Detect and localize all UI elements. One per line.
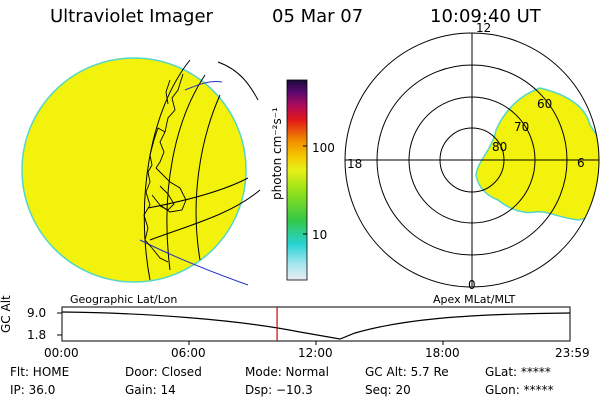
colorbar-tick-10: 10	[312, 228, 328, 242]
mlt-label-6: 6	[577, 156, 585, 170]
status-door: Door: Closed	[125, 365, 202, 379]
time-tick-1800: 18:00	[425, 346, 460, 360]
status-ip: IP: 36.0	[10, 383, 56, 397]
altitude-timeline	[57, 306, 571, 345]
instrument-title: Ultraviolet Imager	[50, 6, 213, 27]
time-label: 10:09:40 UT	[430, 6, 541, 27]
status-gc-alt: GC Alt: 5.7 Re	[365, 365, 449, 379]
earth-globe-image	[21, 57, 261, 286]
time-tick-1200: 12:00	[298, 346, 333, 360]
date-label: 05 Mar 07	[272, 6, 364, 27]
globe-caption: Geographic Lat/Lon	[70, 293, 178, 306]
mlt-label-12: 12	[476, 21, 492, 35]
intensity-colorbar	[286, 79, 308, 281]
mlt-label-18: 18	[347, 157, 363, 171]
colorbar-unit-label: photon cm⁻²s⁻¹	[270, 107, 284, 200]
gc-alt-tick-high: 9.0	[27, 306, 47, 320]
status-glon: GLon: *****	[485, 383, 554, 397]
time-tick-0000: 00:00	[44, 346, 79, 360]
status-flight: Flt: HOME	[10, 365, 70, 379]
polar-mlt-plot	[344, 32, 600, 288]
status-dsp: Dsp: −10.3	[245, 383, 313, 397]
status-mode: Mode: Normal	[245, 365, 329, 379]
polar-caption: Apex MLat/MLT	[433, 293, 516, 306]
colorbar-tick-100: 100	[312, 141, 335, 155]
mlat-label-70: 70	[514, 120, 530, 134]
mlat-label-80: 80	[492, 140, 508, 154]
mlat-label-60: 60	[537, 97, 553, 111]
status-gain: Gain: 14	[125, 383, 176, 397]
gc-alt-tick-low: 1.8	[27, 328, 47, 342]
gc-alt-axis-label: GC Alt	[0, 295, 13, 333]
status-glat: GLat: *****	[485, 365, 551, 379]
time-tick-2359: 23:59	[555, 346, 590, 360]
time-tick-0600: 06:00	[171, 346, 206, 360]
mlt-label-0: 0	[468, 278, 476, 292]
status-seq: Seq: 20	[365, 383, 411, 397]
